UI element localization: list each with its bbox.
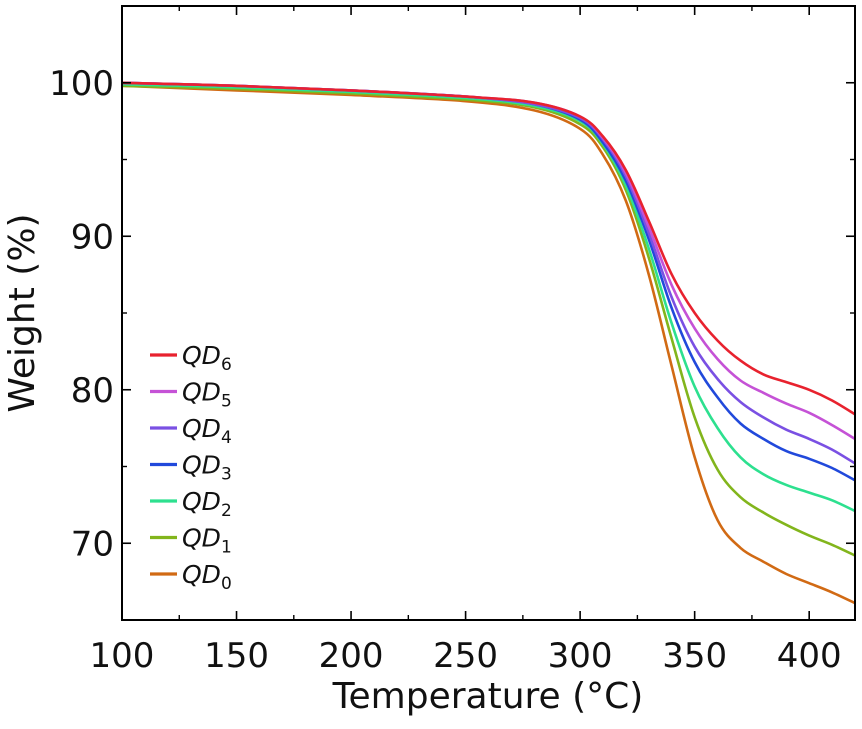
legend-subscript: 3 (221, 465, 232, 485)
y-axis-title: Weight (%) (2, 213, 43, 412)
series-line-qd6 (122, 81, 855, 416)
legend-label: QD4 (182, 414, 232, 448)
x-tick-label: 250 (433, 636, 498, 676)
series-line-qd2 (122, 83, 855, 513)
series-line-qd4 (122, 81, 855, 465)
legend-subscript: 1 (221, 538, 232, 558)
legend-label: QD5 (182, 378, 232, 412)
legend-subscript: 0 (221, 574, 232, 594)
legend-item-qd6: QD6 (150, 341, 232, 375)
series-line-qd1 (122, 84, 855, 557)
curves-layer (122, 81, 855, 605)
legend-item-qd3: QD3 (150, 451, 232, 485)
x-tick-label: 350 (662, 636, 727, 676)
x-tick-label: 100 (90, 636, 155, 676)
y-tick-label: 80 (71, 371, 114, 411)
x-tick-label: 200 (319, 636, 384, 676)
series-line-qd5 (122, 81, 855, 441)
legend-subscript: 4 (221, 428, 232, 448)
y-tick-label: 100 (49, 64, 114, 104)
legend-item-qd2: QD2 (150, 487, 232, 521)
legend-label: QD6 (182, 341, 232, 375)
y-tick-label: 70 (71, 524, 114, 564)
x-tick-label: 400 (777, 636, 842, 676)
legend-item-qd4: QD4 (150, 414, 232, 448)
legend-subscript: 6 (221, 355, 232, 375)
series-line-qd3 (122, 81, 855, 482)
series-line-qd0 (122, 84, 855, 605)
x-axis-title: Temperature (°C) (332, 676, 644, 717)
x-tick-label: 150 (204, 636, 269, 676)
legend-item-qd0: QD0 (150, 560, 232, 594)
legend-item-qd5: QD5 (150, 378, 232, 412)
legend-label: QD3 (182, 451, 232, 485)
legend-item-qd1: QD1 (150, 524, 232, 558)
legend-label: QD2 (182, 487, 232, 521)
legend-label: QD0 (182, 560, 232, 594)
legend-subscript: 2 (221, 501, 232, 521)
y-tick-label: 90 (71, 217, 114, 257)
legend-label: QD1 (182, 524, 232, 558)
x-tick-label: 300 (548, 636, 613, 676)
legend-subscript: 5 (221, 392, 232, 412)
